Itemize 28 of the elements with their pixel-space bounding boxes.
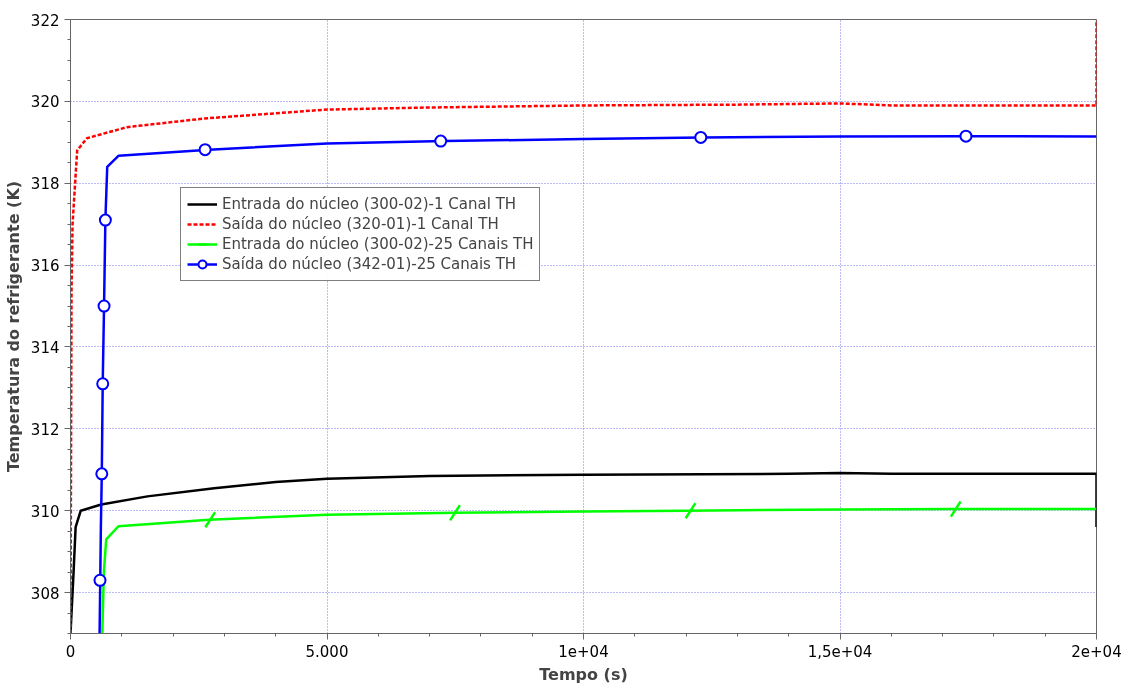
legend-label: Saída do núcleo (320-01)-1 Canal TH xyxy=(222,215,499,233)
legend-label: Entrada do núcleo (300-02)-25 Canais TH xyxy=(222,235,534,253)
y-tick-label: 322 xyxy=(30,11,60,30)
x-tick-label: 1,5e+04 xyxy=(807,642,873,661)
point xyxy=(959,129,973,143)
legend-label: Saída do núcleo (342-01)-25 Canais TH xyxy=(222,255,517,273)
point xyxy=(198,143,212,157)
y-axis-title: Temperatura do refrigerante (K) xyxy=(3,180,23,473)
x-tick-label: 2e+04 xyxy=(1071,642,1122,661)
y-tick-label: 314 xyxy=(30,338,60,357)
legend-label: Entrada do núcleo (300-02)-1 Canal TH xyxy=(222,195,517,213)
y-tick-label: 318 xyxy=(30,175,60,194)
y-tick-label: 316 xyxy=(30,257,60,276)
x-tick-label: 5.000 xyxy=(305,642,349,661)
x-tick-label: 1e+04 xyxy=(558,642,609,661)
y-tick-label: 308 xyxy=(30,584,60,603)
point xyxy=(96,377,110,391)
point xyxy=(95,467,109,481)
point xyxy=(434,134,448,148)
point xyxy=(97,299,111,313)
y-tick-label: 312 xyxy=(30,420,60,439)
point xyxy=(694,130,708,144)
y-tick-label: 320 xyxy=(30,93,60,112)
x-tick-label: 0 xyxy=(65,642,76,661)
point xyxy=(93,573,107,587)
y-tick-label: 310 xyxy=(30,502,60,521)
x-axis-title: Tempo (s) xyxy=(539,664,628,684)
point xyxy=(98,213,112,227)
